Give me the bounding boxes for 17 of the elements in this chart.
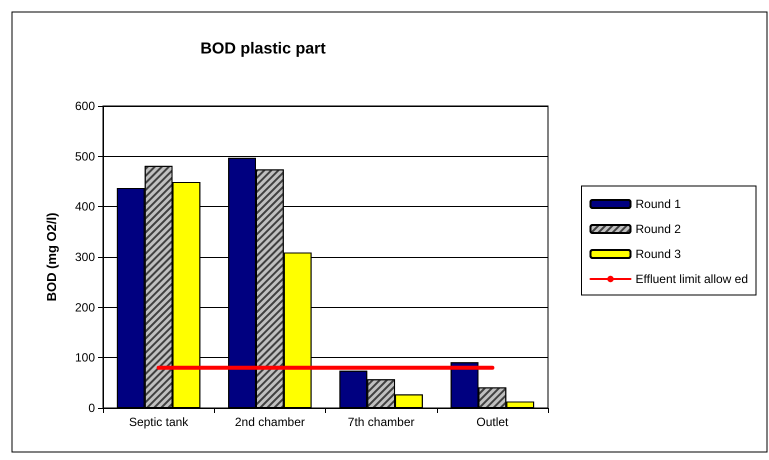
legend-label: Round 2 bbox=[636, 222, 682, 236]
y-tick-label: 200 bbox=[74, 300, 96, 314]
y-axis-title: BOD (mg O2/l) bbox=[44, 212, 59, 302]
chart-title: BOD plastic part bbox=[200, 40, 326, 58]
y-tick-label: 500 bbox=[74, 149, 96, 164]
legend-label: Effluent limit allow ed bbox=[636, 272, 748, 286]
y-tick-label: 400 bbox=[74, 200, 96, 214]
x-tick-label: 7th chamber bbox=[348, 415, 414, 429]
y-tick-label: 100 bbox=[74, 350, 96, 365]
x-tick-label: Septic tank bbox=[128, 415, 190, 429]
y-tick-label: 300 bbox=[74, 250, 96, 264]
legend-label: Round 3 bbox=[636, 247, 682, 261]
x-tick-label: 2nd chamber bbox=[234, 415, 305, 429]
y-tick-label: 600 bbox=[74, 99, 96, 113]
x-tick-label: Outlet bbox=[476, 415, 510, 429]
y-tick-label: 0 bbox=[88, 401, 96, 415]
legend-label: Round 1 bbox=[636, 197, 682, 211]
